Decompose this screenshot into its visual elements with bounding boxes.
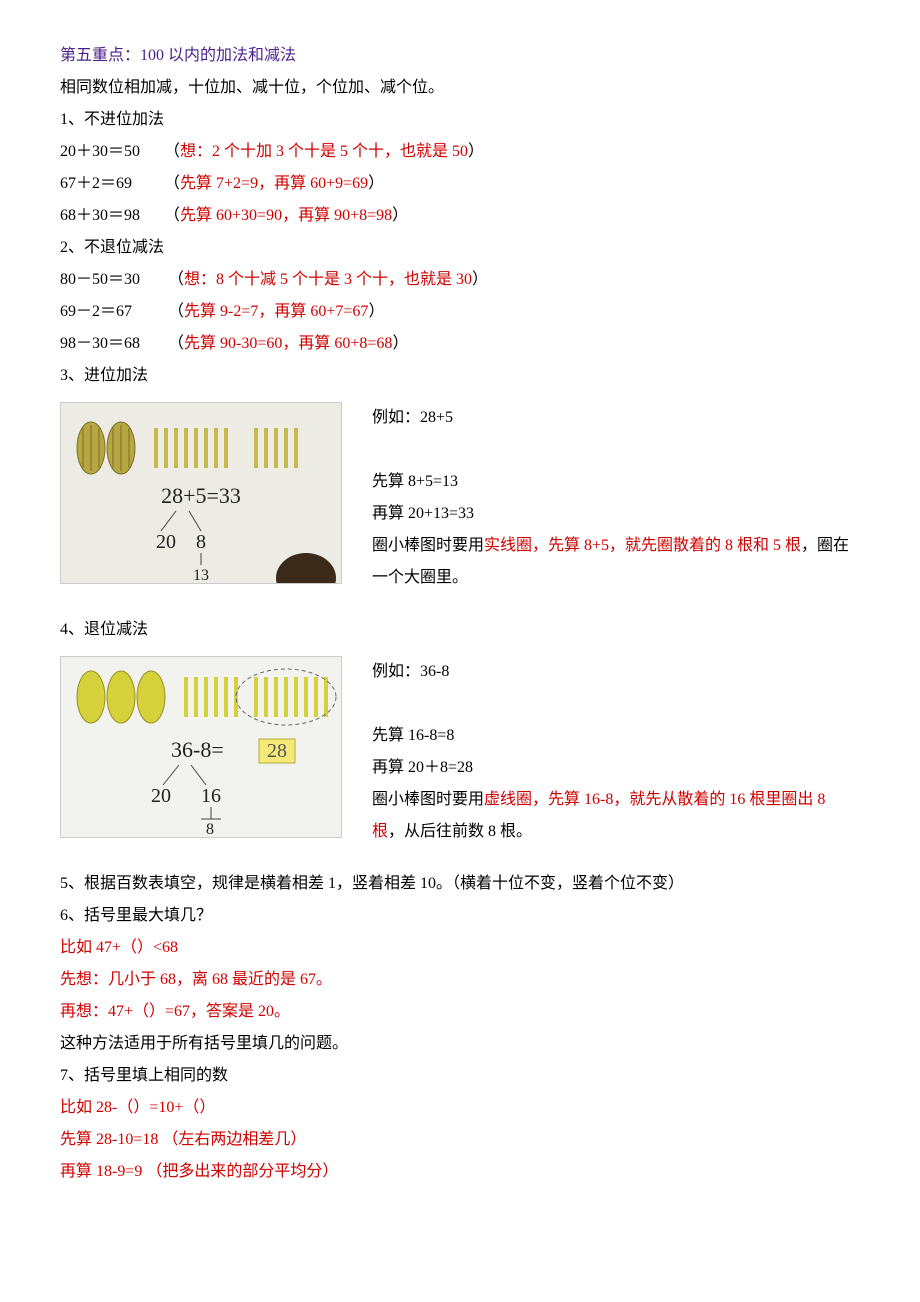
sec3-figure: 28+5=33 20 8 13 bbox=[60, 402, 342, 584]
eq: 69－2＝67 bbox=[60, 303, 132, 320]
eq: 98－30＝68 bbox=[60, 335, 140, 352]
note-pre: （ bbox=[168, 335, 184, 352]
sec1-row: 20＋30＝50 （想：2 个十加 3 个十是 5 个十，也就是 50） bbox=[60, 136, 860, 168]
svg-text:20: 20 bbox=[151, 785, 171, 807]
note-post: ） bbox=[472, 271, 488, 288]
intro-text: 相同数位相加减，十位加、减十位，个位加、减个位。 bbox=[60, 72, 860, 104]
example-label: 例如：28+5 bbox=[372, 402, 860, 434]
note-pre: （ bbox=[168, 271, 184, 288]
sec7-l3: 再算 18-9=9 （把多出来的部分平均分） bbox=[60, 1156, 860, 1188]
note-pre: （ bbox=[164, 175, 180, 192]
page-title: 第五重点：100 以内的加法和减法 bbox=[60, 40, 860, 72]
sec1-heading: 1、不进位加法 bbox=[60, 104, 860, 136]
sec6-l4: 这种方法适用于所有括号里填几的问题。 bbox=[60, 1028, 860, 1060]
note-red: 先算 7+2=9，再算 60+9=69 bbox=[180, 175, 368, 192]
sec3-example: 28+5=33 20 8 13 例如：28+5 先算 8+5=13 再算 20+… bbox=[60, 402, 860, 594]
sec5-text: 5、根据百数表填空，规律是横着相差 1，竖着相差 10。（横着十位不变，竖着个位… bbox=[60, 868, 860, 900]
svg-text:8: 8 bbox=[206, 821, 214, 837]
sec2-row: 98－30＝68 （先算 90-30=60，再算 60+8=68） bbox=[60, 328, 860, 360]
sec7-heading: 7、括号里填上相同的数 bbox=[60, 1060, 860, 1092]
sec6-heading: 6、括号里最大填几？ bbox=[60, 900, 860, 932]
svg-text:28: 28 bbox=[267, 740, 287, 762]
svg-text:16: 16 bbox=[201, 785, 221, 807]
svg-text:28+5=33: 28+5=33 bbox=[161, 483, 241, 508]
sec4-heading: 4、退位减法 bbox=[60, 614, 860, 646]
sec4-example: 36-8= 28 20 16 8 例如：36-8 先算 16-8=8 再算 20… bbox=[60, 656, 860, 848]
note: 圈小棒图时要用实线圈，先算 8+5，就先圈散着的 8 根和 5 根，圈在一个大圈… bbox=[372, 530, 860, 594]
step2: 再算 20+13=33 bbox=[372, 498, 860, 530]
svg-text:13: 13 bbox=[193, 567, 209, 583]
sec6-l2: 先想：几小于 68，离 68 最近的是 67。 bbox=[60, 964, 860, 996]
step2: 再算 20＋8=28 bbox=[372, 752, 860, 784]
note-post: ） bbox=[468, 143, 484, 160]
note-post: ） bbox=[392, 335, 408, 352]
note-post: ） bbox=[368, 175, 384, 192]
note-pre: （ bbox=[164, 143, 180, 160]
note-pre: （ bbox=[168, 303, 184, 320]
svg-text:36-8=: 36-8= bbox=[171, 737, 224, 762]
note-post: ） bbox=[392, 207, 408, 224]
sec4-figure: 36-8= 28 20 16 8 bbox=[60, 656, 342, 838]
eq: 68＋30＝98 bbox=[60, 207, 140, 224]
sec2-row: 69－2＝67 （先算 9-2=7，再算 60+7=67） bbox=[60, 296, 860, 328]
eq: 67＋2＝69 bbox=[60, 175, 132, 192]
sec3-heading: 3、进位加法 bbox=[60, 360, 860, 392]
note-red: 想：8 个十减 5 个十是 3 个十，也就是 30 bbox=[184, 271, 472, 288]
note: 圈小棒图时要用虚线圈，先算 16-8，就先从散着的 16 根里圈出 8 根，从后… bbox=[372, 784, 860, 848]
svg-text:20: 20 bbox=[156, 531, 176, 553]
sec4-explain: 例如：36-8 先算 16-8=8 再算 20＋8=28 圈小棒图时要用虚线圈，… bbox=[342, 656, 860, 848]
sec2-row: 80－50＝30 （想：8 个十减 5 个十是 3 个十，也就是 30） bbox=[60, 264, 860, 296]
sec7-l1: 比如 28-（）=10+（） bbox=[60, 1092, 860, 1124]
eq: 20＋30＝50 bbox=[60, 143, 140, 160]
sec2-heading: 2、不退位减法 bbox=[60, 232, 860, 264]
sec7-l2: 先算 28-10=18 （左右两边相差几） bbox=[60, 1124, 860, 1156]
step1: 先算 8+5=13 bbox=[372, 466, 860, 498]
sec3-explain: 例如：28+5 先算 8+5=13 再算 20+13=33 圈小棒图时要用实线圈… bbox=[342, 402, 860, 594]
note-red: 先算 60+30=90，再算 90+8=98 bbox=[180, 207, 392, 224]
note-pre: （ bbox=[164, 207, 180, 224]
sec6-l1: 比如 47+（）<68 bbox=[60, 932, 860, 964]
sec1-row: 67＋2＝69 （先算 7+2=9，再算 60+9=69） bbox=[60, 168, 860, 200]
example-label: 例如：36-8 bbox=[372, 656, 860, 688]
note-red: 想：2 个十加 3 个十是 5 个十，也就是 50 bbox=[180, 143, 468, 160]
sec1-row: 68＋30＝98 （先算 60+30=90，再算 90+8=98） bbox=[60, 200, 860, 232]
eq: 80－50＝30 bbox=[60, 271, 140, 288]
sec6-l3: 再想：47+（）=67，答案是 20。 bbox=[60, 996, 860, 1028]
step1: 先算 16-8=8 bbox=[372, 720, 860, 752]
note-post: ） bbox=[368, 303, 384, 320]
svg-text:8: 8 bbox=[196, 531, 206, 553]
note-red: 先算 90-30=60，再算 60+8=68 bbox=[184, 335, 392, 352]
note-red: 先算 9-2=7，再算 60+7=67 bbox=[184, 303, 368, 320]
